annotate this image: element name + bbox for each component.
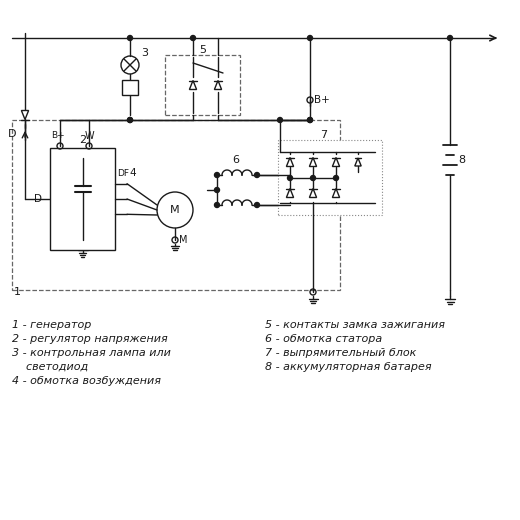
Text: 2: 2	[79, 135, 86, 145]
Text: M: M	[170, 205, 180, 215]
Circle shape	[254, 202, 259, 207]
Polygon shape	[287, 158, 294, 166]
Bar	[278, 140, 382, 215]
Text: B+: B+	[314, 95, 330, 105]
Text: 4 - обмотка возбуждения: 4 - обмотка возбуждения	[12, 376, 161, 386]
Bar	[12, 120, 340, 290]
Polygon shape	[332, 188, 340, 198]
Bar	[165, 55, 240, 115]
Polygon shape	[189, 81, 197, 89]
Text: 6: 6	[232, 155, 239, 165]
Circle shape	[307, 118, 313, 123]
Circle shape	[215, 202, 219, 207]
Text: W: W	[84, 131, 94, 141]
Circle shape	[127, 35, 133, 41]
Polygon shape	[332, 158, 340, 166]
Circle shape	[215, 188, 219, 192]
Polygon shape	[214, 81, 222, 89]
Circle shape	[310, 175, 316, 180]
Circle shape	[288, 175, 292, 180]
Circle shape	[333, 175, 339, 180]
Text: D: D	[8, 129, 17, 139]
Polygon shape	[309, 158, 317, 166]
Circle shape	[127, 118, 133, 123]
Circle shape	[254, 173, 259, 177]
Circle shape	[215, 173, 219, 177]
Polygon shape	[355, 158, 361, 166]
Text: DF: DF	[117, 169, 129, 178]
Circle shape	[307, 35, 313, 41]
Polygon shape	[309, 188, 317, 198]
Text: 2 - регулятор напряжения: 2 - регулятор напряжения	[12, 334, 168, 344]
Text: 8: 8	[458, 155, 465, 165]
Text: 1: 1	[14, 287, 21, 297]
Circle shape	[127, 118, 133, 123]
Circle shape	[190, 35, 196, 41]
Bar	[122, 80, 138, 95]
Text: 1 - генератор: 1 - генератор	[12, 320, 92, 330]
Text: D: D	[34, 194, 42, 204]
Circle shape	[278, 118, 282, 123]
Text: 8 - аккумуляторная батарея: 8 - аккумуляторная батарея	[265, 362, 432, 372]
Text: B+: B+	[51, 132, 65, 140]
Text: 7: 7	[320, 130, 327, 140]
Text: 3 - контрольная лампа или: 3 - контрольная лампа или	[12, 348, 171, 358]
Circle shape	[448, 35, 452, 41]
Circle shape	[307, 118, 313, 123]
Text: 5 - контакты замка зажигания: 5 - контакты замка зажигания	[265, 320, 445, 330]
Polygon shape	[21, 110, 29, 120]
Text: светодиод: светодиод	[12, 362, 88, 372]
Text: 5: 5	[199, 45, 206, 55]
Text: M: M	[179, 235, 188, 245]
Text: 6 - обмотка статора: 6 - обмотка статора	[265, 334, 382, 344]
Text: 7 - выпрямительный блок: 7 - выпрямительный блок	[265, 348, 417, 358]
Text: 3: 3	[141, 48, 148, 58]
Text: 4: 4	[129, 168, 136, 178]
Bar	[50, 148, 115, 250]
Polygon shape	[287, 188, 294, 198]
